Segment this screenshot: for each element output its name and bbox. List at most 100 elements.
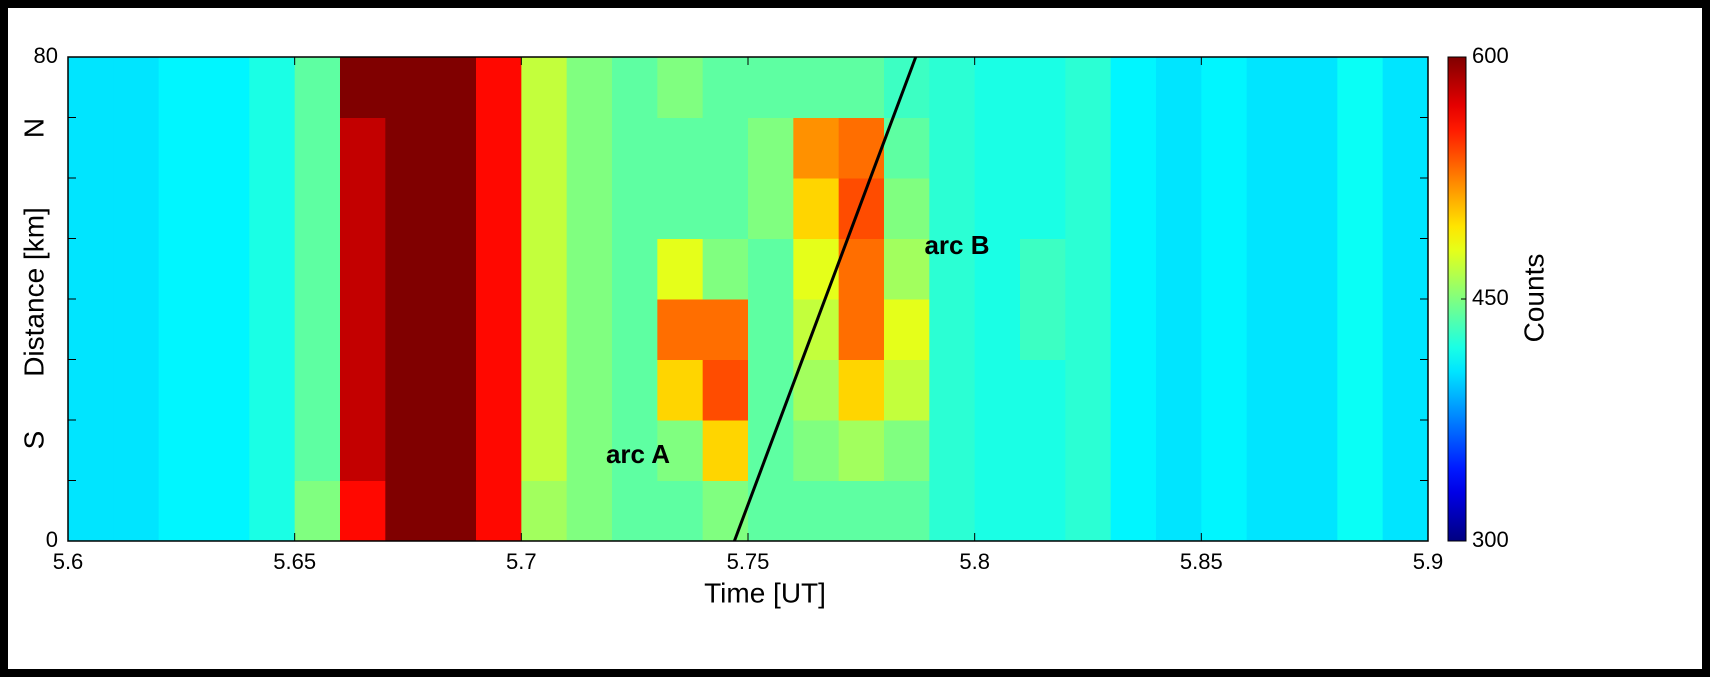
heatmap-cell xyxy=(68,359,114,421)
heatmap-cell xyxy=(793,480,840,542)
heatmap-cell xyxy=(884,299,930,360)
heatmap-cell xyxy=(1110,299,1157,360)
heatmap-cell xyxy=(113,420,160,481)
annotation: arc A xyxy=(606,439,670,469)
heatmap-cell xyxy=(929,299,976,360)
heatmap-cell xyxy=(158,299,205,360)
heatmap-cell xyxy=(113,57,160,118)
heatmap-cell xyxy=(1382,238,1429,300)
heatmap-cell xyxy=(974,480,1021,542)
heatmap-cell xyxy=(612,299,658,360)
heatmap-cell xyxy=(68,299,114,360)
colorbar-tick-label: 600 xyxy=(1472,43,1509,68)
heatmap-cell xyxy=(974,178,1021,239)
heatmap-cell xyxy=(1110,57,1157,118)
heatmap-cell xyxy=(1382,299,1429,360)
heatmap-cell xyxy=(430,117,477,179)
heatmap-cell xyxy=(1337,57,1384,118)
heatmap-cell xyxy=(204,299,250,360)
heatmap-cell xyxy=(793,238,840,300)
heatmap-cell xyxy=(1246,238,1293,300)
heatmap-cell xyxy=(340,178,386,239)
heatmap-cell xyxy=(68,117,114,179)
heatmap-cell xyxy=(748,178,794,239)
heatmap-cell xyxy=(430,238,477,300)
heatmap-cell xyxy=(521,117,568,179)
heatmap-cell xyxy=(566,178,613,239)
heatmap-cell xyxy=(1246,480,1293,542)
heatmap-cell xyxy=(158,480,205,542)
heatmap-cell xyxy=(385,299,432,360)
heatmap-cell xyxy=(204,238,250,300)
heatmap-cell xyxy=(566,299,613,360)
heatmap-cell xyxy=(158,178,205,239)
heatmap-cell xyxy=(521,359,568,421)
heatmap-cell xyxy=(68,238,114,300)
heatmap-cell xyxy=(249,178,296,239)
heatmap-cell xyxy=(929,57,976,118)
heatmap-cell xyxy=(1382,178,1429,239)
heatmap-cell xyxy=(113,299,160,360)
heatmap-cell xyxy=(974,299,1021,360)
heatmap-cell xyxy=(1246,178,1293,239)
heatmap-cell xyxy=(1065,238,1112,300)
heatmap-cell xyxy=(1201,178,1248,239)
heatmap-cell xyxy=(929,117,976,179)
heatmap-cell xyxy=(430,420,477,481)
heatmap-cell xyxy=(1292,420,1338,481)
x-tick-label: 5.85 xyxy=(1180,549,1223,574)
heatmap-cell xyxy=(1020,480,1066,542)
heatmap-cell xyxy=(1382,57,1429,118)
heatmap-cell xyxy=(793,420,840,481)
heatmap-cell xyxy=(612,57,658,118)
heatmap-cell xyxy=(748,238,794,300)
heatmap-cell xyxy=(158,238,205,300)
heatmap-cell xyxy=(294,178,341,239)
x-tick-label: 5.7 xyxy=(506,549,537,574)
heatmap-cell xyxy=(702,420,749,481)
heatmap-cell xyxy=(793,359,840,421)
heatmap-cell xyxy=(566,359,613,421)
heatmap-cell xyxy=(1382,420,1429,481)
heatmap-cell xyxy=(340,117,386,179)
heatmap-cell xyxy=(1110,117,1157,179)
heatmap-cell xyxy=(113,359,160,421)
heatmap-cell xyxy=(793,178,840,239)
heatmap-cell xyxy=(748,480,794,542)
heatmap-cell xyxy=(1292,238,1338,300)
heatmap-cell xyxy=(68,178,114,239)
heatmap-cell xyxy=(974,420,1021,481)
x-tick-label: 5.9 xyxy=(1413,549,1444,574)
heatmap-cell xyxy=(1020,299,1066,360)
heatmap-cell xyxy=(838,299,885,360)
heatmap-cell xyxy=(566,480,613,542)
heatmap-cell xyxy=(1246,359,1293,421)
heatmap-cell xyxy=(1292,117,1338,179)
heatmap-cell xyxy=(1020,57,1066,118)
heatmap-cell xyxy=(385,359,432,421)
heatmap-cell xyxy=(340,480,386,542)
heatmap-cell xyxy=(340,420,386,481)
heatmap-cell xyxy=(974,238,1021,300)
heatmap-cell xyxy=(838,238,885,300)
heatmap-cell xyxy=(1246,117,1293,179)
heatmap-cell xyxy=(1156,420,1202,481)
heatmap-cell xyxy=(748,359,794,421)
y-tick-label: 0 xyxy=(46,527,58,552)
heatmap-cell xyxy=(430,299,477,360)
heatmap-cell xyxy=(1110,420,1157,481)
heatmap-cell xyxy=(521,238,568,300)
heatmap-cell xyxy=(68,480,114,542)
heatmap-cell xyxy=(884,57,930,118)
heatmap-cell xyxy=(884,178,930,239)
heatmap-cell xyxy=(566,57,613,118)
heatmap-cell xyxy=(1292,299,1338,360)
heatmap-cell xyxy=(521,420,568,481)
heatmap-cell xyxy=(1065,299,1112,360)
heatmap-cell xyxy=(884,238,930,300)
heatmap-cell xyxy=(1337,117,1384,179)
heatmap-cell xyxy=(702,359,749,421)
heatmap-cell xyxy=(1020,359,1066,421)
heatmap-cell xyxy=(1156,57,1202,118)
heatmap-cell xyxy=(612,238,658,300)
